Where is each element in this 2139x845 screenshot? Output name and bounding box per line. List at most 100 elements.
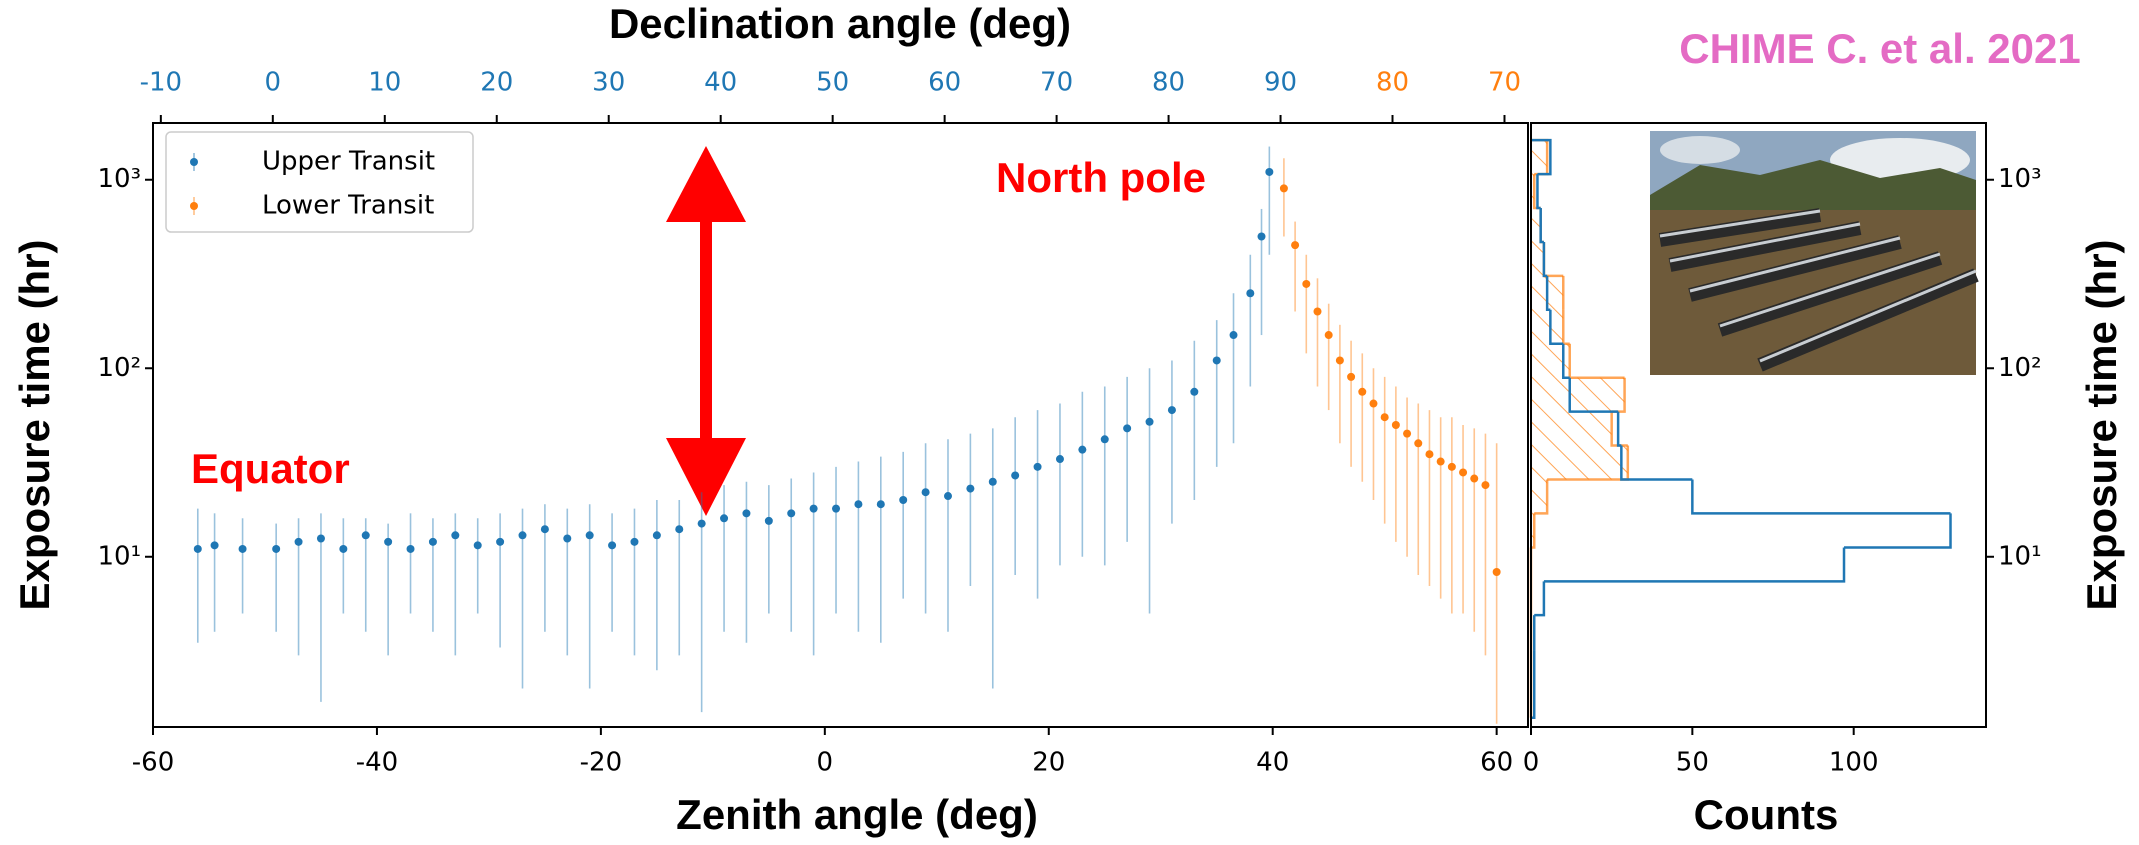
data-point bbox=[1011, 471, 1020, 480]
data-point bbox=[1212, 356, 1221, 365]
data-point bbox=[1425, 450, 1434, 459]
histogram-bin bbox=[1549, 309, 1564, 345]
data-point bbox=[1313, 307, 1322, 316]
data-point bbox=[1335, 356, 1344, 365]
x2-tick-label: 60 bbox=[928, 68, 961, 98]
histogram-bin bbox=[1568, 377, 1619, 413]
data-point bbox=[697, 519, 706, 528]
histogram-bin bbox=[1568, 343, 1625, 379]
x2-tick-label: 0 bbox=[265, 68, 282, 98]
data-point bbox=[1358, 387, 1367, 396]
histogram-series bbox=[1531, 138, 1952, 719]
y-tick-label: 10¹ bbox=[97, 541, 141, 571]
data-point bbox=[1470, 474, 1479, 483]
data-point bbox=[809, 504, 818, 513]
histogram-bin bbox=[1545, 275, 1551, 312]
histogram-bin bbox=[1844, 513, 1952, 549]
data-point bbox=[1055, 455, 1064, 464]
data-point bbox=[496, 537, 505, 546]
data-point bbox=[1459, 468, 1468, 477]
data-point bbox=[1414, 439, 1423, 448]
x-tick-label: -40 bbox=[356, 748, 398, 778]
data-point bbox=[1302, 279, 1311, 288]
data-point bbox=[1347, 372, 1356, 381]
x2-tick-label: -10 bbox=[140, 68, 182, 98]
x-tick-label: -20 bbox=[580, 748, 622, 778]
x-tick-label: 20 bbox=[1032, 748, 1065, 778]
histogram-bin bbox=[1531, 513, 1536, 549]
histogram-bin bbox=[1534, 479, 1549, 515]
legend-label: Lower Transit bbox=[262, 191, 434, 221]
y-tick-label: 10² bbox=[97, 353, 141, 383]
histogram-fill bbox=[1531, 174, 1535, 209]
data-point bbox=[1380, 413, 1389, 422]
histogram-fill bbox=[1531, 140, 1548, 175]
histogram-bin bbox=[1562, 309, 1570, 345]
data-point bbox=[384, 537, 393, 546]
x2-tick-label: 50 bbox=[816, 68, 849, 98]
plot-frame bbox=[1530, 122, 1987, 728]
data-point bbox=[1123, 424, 1132, 433]
x-axis-label: Zenith angle (deg) bbox=[676, 791, 1038, 838]
data-point bbox=[1167, 406, 1176, 415]
data-point bbox=[1229, 331, 1238, 340]
data-point bbox=[1190, 387, 1199, 396]
data-point bbox=[473, 541, 482, 550]
x2-tick-label: 80 bbox=[1376, 68, 1409, 98]
data-point bbox=[451, 531, 460, 540]
data-point bbox=[316, 534, 325, 543]
data-point bbox=[1257, 232, 1266, 241]
x2-tick-label: 20 bbox=[480, 68, 513, 98]
data-point bbox=[1481, 481, 1490, 490]
histogram-fill bbox=[1531, 445, 1628, 480]
x2-tick-label: 90 bbox=[1264, 68, 1297, 98]
y-tick-label: 10² bbox=[1998, 353, 2042, 383]
histogram-fill bbox=[1531, 309, 1564, 344]
data-point bbox=[630, 537, 639, 546]
x2-tick-label: 80 bbox=[1152, 68, 1185, 98]
y-tick-label: 10¹ bbox=[1998, 541, 2042, 571]
x-tick-label: 40 bbox=[1256, 748, 1289, 778]
data-point bbox=[1492, 568, 1501, 577]
histogram-bin bbox=[1616, 411, 1622, 447]
data-point bbox=[1436, 457, 1445, 466]
data-point bbox=[652, 531, 661, 540]
data-point bbox=[1324, 331, 1333, 340]
data-point bbox=[720, 514, 729, 523]
data-point bbox=[406, 544, 415, 553]
data-point bbox=[742, 509, 751, 518]
plot-frame bbox=[152, 122, 1529, 728]
x2-axis-label: Declination angle (deg) bbox=[609, 0, 1071, 47]
x-tick-label: 50 bbox=[1676, 748, 1709, 778]
x2-tick-label: 30 bbox=[592, 68, 625, 98]
histogram-bin bbox=[1531, 684, 1536, 719]
data-point bbox=[1265, 167, 1274, 176]
data-point bbox=[988, 477, 997, 486]
credit: CHIME C. et al. 2021 bbox=[1679, 25, 2080, 72]
data-point bbox=[1145, 417, 1154, 426]
x2-tick-label: 40 bbox=[704, 68, 737, 98]
x2-tick-label: 70 bbox=[1040, 68, 1073, 98]
histogram-fill bbox=[1531, 411, 1612, 446]
legend-swatch bbox=[190, 202, 198, 210]
x-tick-label: 0 bbox=[817, 748, 834, 778]
legend-box bbox=[165, 131, 474, 233]
y-tick-label: 10³ bbox=[1998, 164, 2042, 194]
data-point bbox=[294, 537, 303, 546]
data-point bbox=[899, 496, 908, 505]
x-tick-label: 100 bbox=[1829, 748, 1879, 778]
legend-label: Upper Transit bbox=[262, 147, 435, 177]
y-tick-label: 10³ bbox=[97, 164, 141, 194]
double-arrow bbox=[666, 146, 746, 516]
data-point bbox=[1447, 462, 1456, 471]
data-point bbox=[272, 544, 281, 553]
data-point bbox=[608, 541, 617, 550]
y-axis-label: Exposure time (hr) bbox=[2078, 239, 2125, 610]
histogram-bin bbox=[1542, 241, 1564, 278]
histogram-bin bbox=[1539, 208, 1544, 244]
data-point bbox=[921, 488, 930, 497]
data-point bbox=[943, 492, 952, 501]
data-point bbox=[1279, 184, 1288, 193]
histogram-bin bbox=[1542, 241, 1548, 278]
